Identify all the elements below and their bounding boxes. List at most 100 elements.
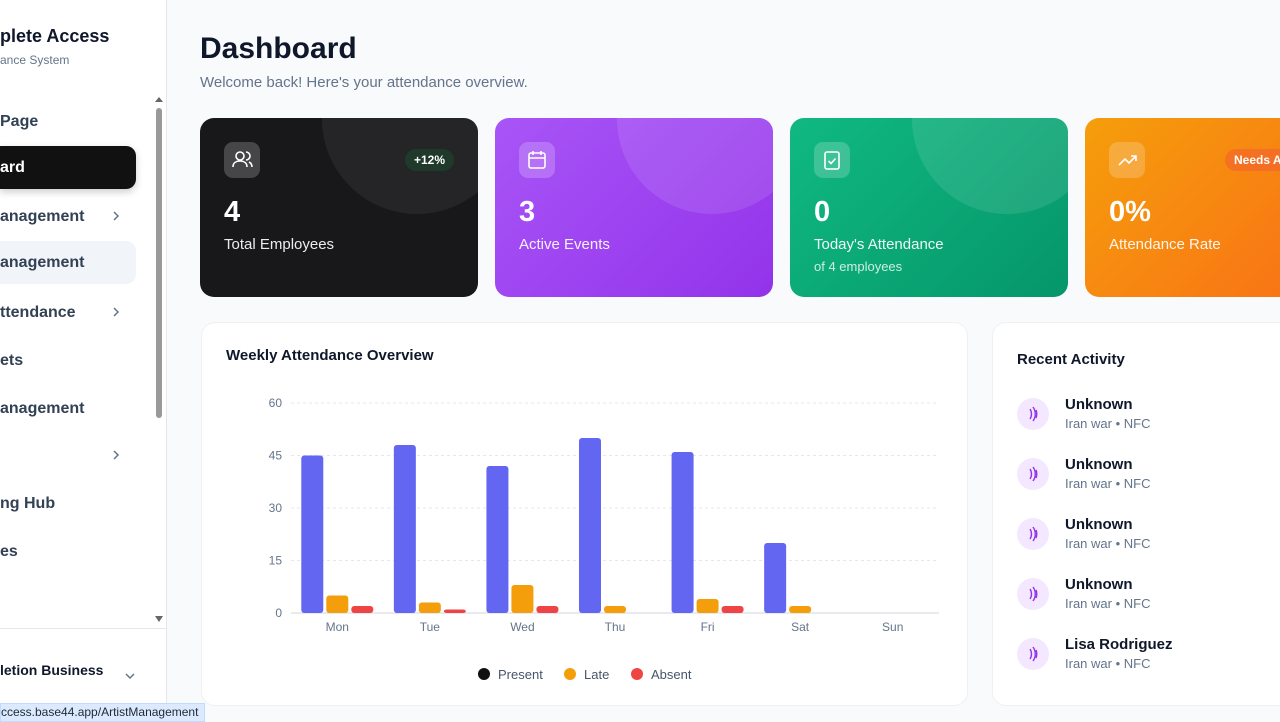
nav-item[interactable]: ttendance (0, 304, 76, 321)
nav-item[interactable]: es (0, 543, 18, 560)
bar (326, 595, 349, 613)
bar (696, 599, 719, 613)
x-tick-label: Mon (326, 620, 349, 634)
chart-panel: Weekly Attendance Overview 0 15 30 45 60 Mon T… (201, 322, 968, 706)
x-tick-label: Tue (420, 620, 441, 634)
avatar-icon (1017, 458, 1049, 490)
y-tick-label: 0 (275, 606, 282, 620)
avatar-icon (1017, 578, 1049, 610)
chart-title: Weekly Attendance Overview (226, 347, 434, 364)
divider (0, 628, 166, 629)
bar (671, 452, 694, 613)
chevron (113, 307, 120, 317)
stat-value: 0 (814, 196, 831, 228)
workspace[interactable]: letion Business (0, 662, 104, 678)
bar (579, 438, 601, 613)
activity-panel: Recent Activity Unknown Iran war • NFC Unk… (992, 322, 1280, 706)
activity-name: Unknown (1065, 456, 1133, 473)
nav-item-active[interactable]: ard (0, 146, 136, 189)
bar (764, 543, 787, 613)
x-tick-label: Wed (510, 620, 534, 634)
activity-name: Unknown (1065, 576, 1133, 593)
status-url: ccess.base44.app/ArtistManagement (0, 703, 206, 722)
nav-item[interactable]: anagement (0, 208, 85, 225)
nav-item[interactable]: Page (0, 113, 39, 130)
stat-value: 4 (224, 196, 241, 228)
chart: Weekly Attendance Overview 0 15 30 45 60 Mon T… (226, 347, 939, 682)
brand: plete Access (0, 26, 110, 46)
nav-item[interactable]: ng Hub (0, 495, 56, 512)
stat-card: Needs A 0% Attendance Rate (1085, 118, 1280, 297)
y-tick-label: 30 (269, 501, 283, 515)
stat-label: Today's Attendance (814, 236, 944, 253)
activity-detail: Iran war • NFC (1065, 536, 1151, 551)
stat-card: 0 Today's Attendance of 4 employees (790, 118, 1068, 297)
nav-item[interactable]: anagement (0, 241, 136, 284)
badge: Needs A (1225, 149, 1280, 171)
bar (486, 466, 509, 613)
chevron[interactable] (110, 449, 122, 461)
nav-item[interactable]: anagement (0, 400, 85, 417)
decor (322, 118, 478, 214)
x-tick-label: Thu (605, 620, 626, 634)
bar (418, 602, 441, 613)
chevron-down[interactable] (124, 670, 136, 682)
avatar-icon (1017, 398, 1049, 430)
activity-name: Unknown (1065, 516, 1133, 533)
legend-dot (631, 668, 643, 680)
icon (224, 142, 260, 178)
legend-label: Late (584, 667, 609, 682)
badge: +12% (404, 149, 454, 171)
bar (301, 455, 324, 613)
icon (814, 142, 850, 178)
avatar-icon (1017, 518, 1049, 550)
avatar-icon (1017, 638, 1049, 670)
stat-card: 3 Active Events (495, 118, 773, 297)
page-subtitle: Welcome back! Here's your attendance ove… (200, 74, 528, 91)
stat-note: of 4 employees (814, 259, 903, 274)
activity-name: Unknown (1065, 396, 1133, 413)
activity-detail: Iran war • NFC (1065, 416, 1151, 431)
decor (912, 118, 1068, 214)
scrollbar-graphic (155, 97, 163, 622)
stat-value: 3 (519, 196, 536, 228)
brand-subtitle: ance System (0, 53, 70, 67)
activity-title: Recent Activity (1017, 351, 1125, 368)
page-title: Dashboard (200, 32, 357, 65)
bar (393, 445, 416, 613)
x-tick-label: Sat (791, 620, 810, 634)
icon (1109, 142, 1145, 178)
legend-label: Absent (651, 667, 692, 682)
icon (519, 142, 555, 178)
activity-name: Lisa Rodriguez (1065, 636, 1173, 653)
x-tick-label: Sun (882, 620, 903, 634)
activity-detail: Iran war • NFC (1065, 476, 1151, 491)
bar (604, 606, 626, 613)
legend-label: Present (498, 667, 543, 682)
stat-label: Total Employees (224, 236, 335, 253)
stat-card: +12% 4 Total Employees (200, 118, 478, 297)
stat-value: 0% (1109, 196, 1151, 228)
bar (511, 585, 534, 613)
x-tick-label: Fri (701, 620, 715, 634)
bar (536, 606, 559, 613)
y-tick-label: 60 (269, 396, 283, 410)
stat-label: Active Events (519, 236, 610, 253)
scrollbar[interactable] (154, 95, 164, 625)
activity-detail: Iran war • NFC (1065, 656, 1151, 671)
activity-detail: Iran war • NFC (1065, 596, 1151, 611)
bar (351, 606, 374, 613)
sidebar: plete Access ance System Page ard anagem… (0, 0, 167, 720)
decor (617, 118, 773, 214)
bar (789, 606, 812, 613)
y-tick-label: 45 (269, 449, 283, 463)
y-tick-label: 15 (269, 554, 283, 568)
legend-dot (564, 668, 576, 680)
nav-item[interactable]: ets (0, 352, 24, 369)
bar (443, 609, 466, 613)
legend-dot (478, 668, 490, 680)
chevron (113, 211, 120, 221)
bar (721, 606, 744, 613)
stat-label: Attendance Rate (1109, 236, 1221, 253)
